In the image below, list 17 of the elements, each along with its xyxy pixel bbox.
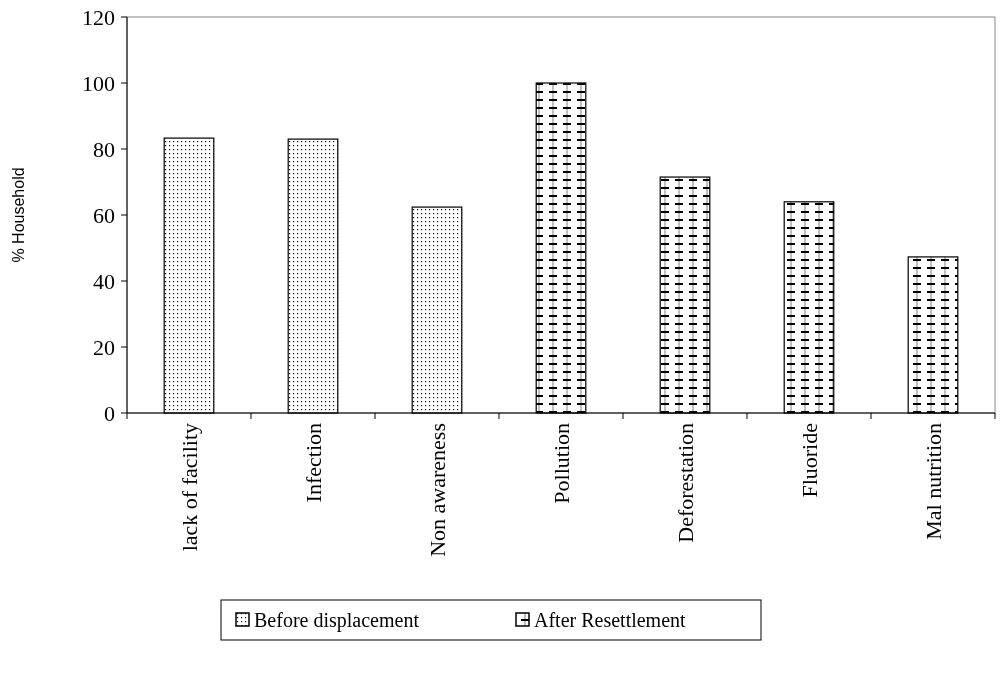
y-tick-label: 120: [82, 4, 115, 30]
y-tick-label: 80: [93, 136, 115, 162]
y-tick-label: 40: [93, 268, 115, 294]
x-tick-label: Non awareness: [424, 423, 450, 557]
x-tick-label: Infection: [300, 423, 326, 503]
y-axis-title: % Household: [10, 167, 27, 263]
y-tick-label: 60: [93, 202, 115, 228]
y-tick-label: 20: [93, 334, 115, 360]
x-tick-label: lack of facility: [176, 423, 202, 552]
y-tick-label: 100: [82, 70, 115, 96]
x-tick-label: Fluoride: [796, 423, 822, 498]
x-tick-label: Deforestation: [672, 423, 698, 543]
x-tick-label: Pollution: [548, 423, 574, 504]
y-tick-label: 0: [104, 400, 115, 426]
legend-label: After Resettlement: [534, 609, 687, 631]
legend-label: Before displacement: [254, 609, 420, 632]
x-tick-label: Mal nutrition: [920, 423, 946, 540]
